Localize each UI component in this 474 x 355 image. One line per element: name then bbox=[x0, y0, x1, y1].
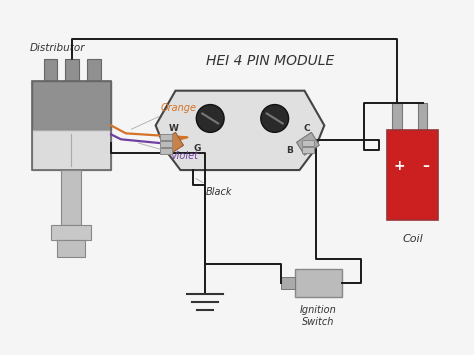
Text: Orange: Orange bbox=[131, 103, 197, 129]
Text: –: – bbox=[422, 159, 429, 173]
Bar bbox=[87, 59, 101, 81]
Bar bbox=[418, 103, 428, 130]
Bar bbox=[52, 225, 91, 240]
Bar bbox=[32, 81, 111, 130]
Bar bbox=[62, 170, 81, 225]
Bar bbox=[302, 140, 314, 146]
Bar bbox=[281, 277, 294, 289]
Bar bbox=[294, 269, 342, 297]
Text: Ignition
Switch: Ignition Switch bbox=[300, 305, 337, 327]
Bar bbox=[32, 130, 111, 170]
Text: Distributor: Distributor bbox=[30, 43, 85, 53]
Bar bbox=[32, 81, 111, 170]
Bar bbox=[160, 141, 172, 147]
Text: HEI 4 PIN MODULE: HEI 4 PIN MODULE bbox=[206, 54, 334, 68]
Bar bbox=[160, 134, 172, 140]
Circle shape bbox=[196, 105, 224, 132]
Polygon shape bbox=[161, 132, 183, 155]
Text: B: B bbox=[286, 146, 293, 155]
Bar bbox=[302, 147, 314, 153]
Text: G: G bbox=[193, 144, 201, 153]
Text: +: + bbox=[394, 159, 406, 173]
Bar bbox=[65, 59, 79, 81]
Bar bbox=[160, 148, 172, 154]
Text: Coil: Coil bbox=[402, 234, 423, 244]
Text: Violet: Violet bbox=[138, 143, 199, 161]
Bar bbox=[57, 240, 85, 257]
Circle shape bbox=[261, 105, 289, 132]
Bar bbox=[44, 59, 57, 81]
Text: C: C bbox=[303, 124, 310, 133]
Polygon shape bbox=[297, 132, 319, 155]
Bar bbox=[387, 130, 438, 220]
Text: Black: Black bbox=[196, 179, 232, 197]
Bar bbox=[392, 103, 401, 130]
Text: W: W bbox=[169, 124, 178, 133]
Polygon shape bbox=[155, 91, 324, 170]
